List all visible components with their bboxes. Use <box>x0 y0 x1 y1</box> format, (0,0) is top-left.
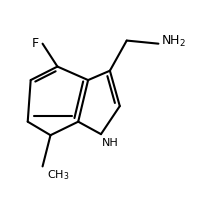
Text: CH$_3$: CH$_3$ <box>47 168 69 182</box>
Text: NH$_2$: NH$_2$ <box>161 34 186 49</box>
Text: F: F <box>31 37 39 50</box>
Text: NH: NH <box>102 138 119 148</box>
